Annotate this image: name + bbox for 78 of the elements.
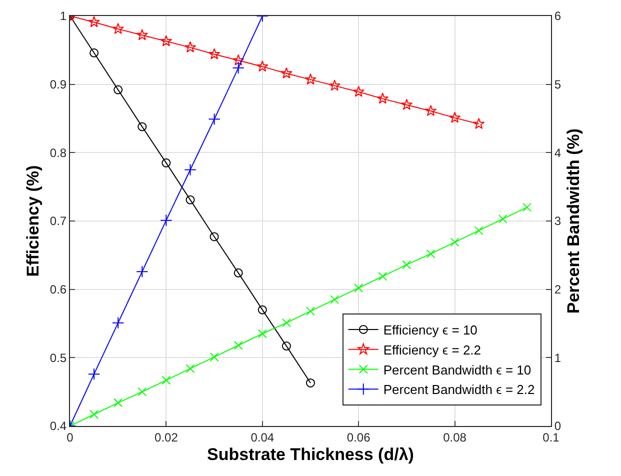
y2-tick-label: 4 <box>554 146 562 160</box>
point <box>400 98 413 110</box>
point <box>258 329 267 338</box>
point <box>210 232 219 242</box>
point <box>184 41 196 52</box>
legend-label: Efficiency ϵ = 2.2 <box>383 342 482 358</box>
point <box>162 376 171 385</box>
y-tick-label: 1 <box>60 9 67 24</box>
point <box>474 226 484 236</box>
point <box>306 378 315 388</box>
y-tick-label: 0.7 <box>50 214 67 228</box>
x-tick-label: 0 <box>66 430 74 444</box>
point <box>354 283 364 292</box>
point <box>112 316 124 329</box>
point <box>522 202 532 212</box>
point <box>114 398 123 408</box>
point <box>208 48 220 60</box>
y-tick-label: 0.4 <box>50 419 67 434</box>
point <box>138 387 147 396</box>
point <box>448 112 461 123</box>
point <box>208 113 220 126</box>
point <box>426 249 436 258</box>
point <box>258 305 267 314</box>
y-axis-title: Efficiency (%) <box>23 165 42 277</box>
point <box>376 92 388 104</box>
point <box>330 295 340 304</box>
point <box>162 158 171 168</box>
point <box>450 238 460 247</box>
point <box>473 118 485 129</box>
x-axis-title: Substrate Thickness (d/λ) <box>207 444 414 464</box>
point <box>304 73 316 85</box>
point <box>88 16 100 28</box>
y-tick-label: 0.5 <box>50 350 67 365</box>
legend-label: Percent Bandwidth ϵ = 10 <box>383 362 532 378</box>
point <box>232 54 244 66</box>
point <box>328 80 340 91</box>
x-tick-label: 0.04 <box>250 430 274 444</box>
point <box>256 60 268 72</box>
point <box>136 265 148 278</box>
point <box>138 122 147 132</box>
point <box>112 22 124 34</box>
y-tick-label: 0.8 <box>50 146 67 160</box>
y-tick-label: 0.9 <box>50 78 67 92</box>
point <box>234 268 243 278</box>
point <box>186 195 195 204</box>
x-tick-label: 0.02 <box>154 430 178 444</box>
point <box>282 318 291 328</box>
point <box>210 352 219 362</box>
legend-label: Efficiency ϵ = 10 <box>383 322 478 338</box>
x-tick-label: 0.08 <box>443 430 467 444</box>
point <box>306 306 315 316</box>
point <box>378 272 388 281</box>
point <box>282 342 291 351</box>
point <box>234 340 243 350</box>
y2-tick-label: 5 <box>554 78 562 92</box>
point <box>424 104 437 116</box>
y-tick-label: 0.6 <box>50 282 67 297</box>
point <box>232 62 244 74</box>
point <box>160 214 172 226</box>
point <box>136 29 148 40</box>
point <box>186 364 195 374</box>
point <box>352 86 364 97</box>
y2-tick-label: 3 <box>554 214 562 228</box>
point <box>498 214 508 224</box>
legend-label: Percent Bandwidth ϵ = 2.2 <box>383 382 535 398</box>
y2-tick-label: 6 <box>554 9 562 24</box>
y2-axis-title: Percent Bandwidth (%) <box>564 128 583 314</box>
point <box>114 85 123 94</box>
x-tick-label: 0.06 <box>346 430 371 444</box>
point <box>90 410 99 419</box>
point <box>90 48 99 58</box>
y2-tick-label: 2 <box>554 282 562 297</box>
point <box>184 164 196 176</box>
point <box>88 368 100 380</box>
point <box>402 260 412 270</box>
point <box>160 35 172 46</box>
y2-tick-label: 1 <box>554 350 562 365</box>
point <box>280 67 292 78</box>
